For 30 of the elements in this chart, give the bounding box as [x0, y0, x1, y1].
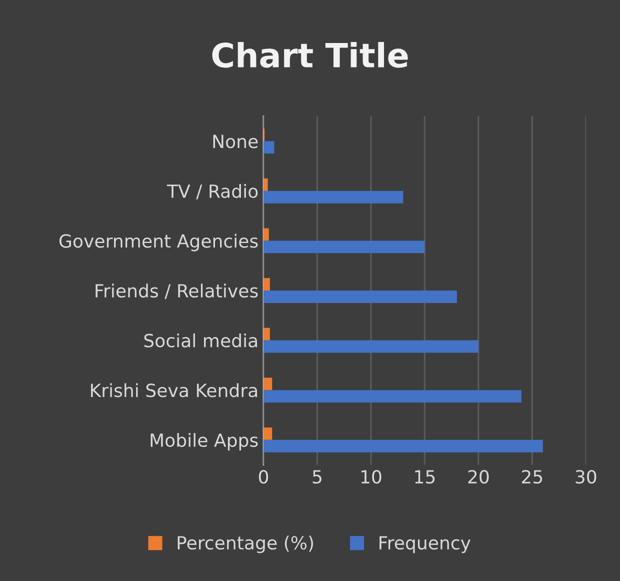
bar	[264, 228, 269, 241]
bar	[264, 190, 404, 204]
x-tick-label: 15	[415, 470, 435, 484]
legend-label: Frequency	[380, 536, 471, 554]
bar	[264, 340, 478, 353]
y-tick-label: Mobile Apps	[150, 433, 258, 451]
bar	[264, 378, 272, 390]
y-tick-label: Government Agencies	[59, 234, 258, 252]
x-tick-label: 0	[258, 470, 268, 484]
x-tick-label: 30	[576, 470, 596, 484]
y-tick-label: Krishi Seva Kendra	[91, 383, 257, 398]
x-tick-label: 5	[312, 470, 322, 484]
bar	[264, 141, 274, 154]
y-tick-label: None	[213, 134, 258, 148]
bar	[264, 290, 457, 303]
bar	[264, 390, 522, 403]
bar	[264, 240, 425, 254]
x-tick-label: 25	[522, 470, 542, 484]
y-tick-label: Social media	[144, 333, 257, 348]
bar	[264, 427, 272, 440]
chart-title: Chart Title	[212, 42, 408, 68]
y-tick-label: TV / Radio	[166, 184, 258, 200]
x-tick-label: 20	[468, 470, 489, 484]
bar	[264, 178, 268, 191]
y-tick-label: Friends / Relatives	[96, 284, 258, 300]
legend-label: Percentage (%)	[178, 536, 314, 554]
bar	[264, 278, 270, 290]
bar	[264, 440, 543, 452]
bar	[264, 328, 270, 340]
x-tick-label: 10	[361, 470, 382, 484]
